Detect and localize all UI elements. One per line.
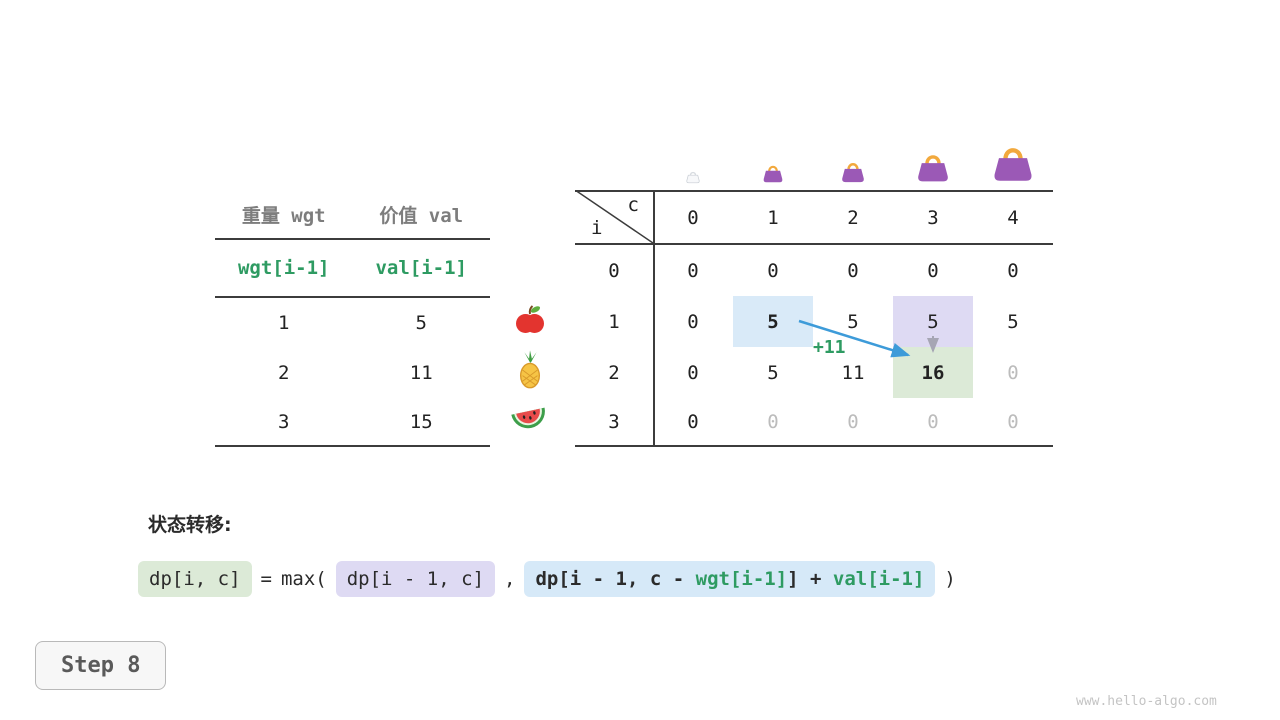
state-transition-formula: dp[i, c] = max( dp[i - 1, c] , dp[i - 1,…	[138, 561, 956, 597]
state-transition-heading: 状态转移:	[148, 514, 232, 536]
formula-comma: ,	[504, 568, 516, 590]
formula-arg1: dp[i - 1, c]	[335, 561, 496, 597]
bag-icon-capacity-0	[685, 169, 701, 188]
divider	[653, 190, 655, 447]
item-var-label: i	[591, 217, 603, 239]
bag-icon-capacity-1	[761, 163, 785, 188]
dp-row-header: 1	[608, 310, 620, 333]
dp-col-header: 1	[767, 206, 779, 229]
dp-corner-cell: c i	[575, 192, 653, 243]
divider	[575, 445, 1053, 447]
bag-icon-capacity-3	[914, 151, 952, 188]
item-value: 15	[409, 410, 433, 433]
corner-diagonal-line	[575, 190, 653, 243]
plus-value-annotation: +11	[813, 337, 846, 358]
dp-cell: 11	[841, 361, 865, 384]
divider	[575, 190, 1053, 192]
dp-cell: 0	[927, 410, 939, 433]
dp-cell: 5	[767, 361, 779, 384]
dp-cell: 0	[687, 361, 699, 384]
dp-row-header: 3	[608, 410, 620, 433]
dp-cell: 0	[1007, 361, 1019, 384]
divider	[215, 296, 490, 298]
dp-cell: 0	[1007, 410, 1019, 433]
dp-col-header: 0	[687, 206, 699, 229]
formula-max-open: max(	[280, 568, 327, 590]
item-weight: 3	[278, 410, 290, 433]
dp-table-header: c i 0 1 2 3 4	[575, 192, 1053, 243]
dp-col-header: 4	[1007, 206, 1019, 229]
pineapple-icon	[516, 350, 544, 394]
items-table-row: 1 5	[215, 298, 490, 348]
item-value: 11	[409, 362, 433, 384]
item-weight: 1	[278, 312, 290, 334]
watermelon-icon	[508, 402, 551, 439]
item-value: 5	[415, 312, 427, 334]
formula-equals: =	[260, 568, 272, 590]
items-table-row: 2 11	[215, 348, 490, 398]
formula-arg2-prefix: dp[i - 1, c -	[535, 568, 696, 590]
formula-arg2-val: val[i-1]	[832, 568, 925, 590]
dp-table: c i 0 1 2 3 4 0 0 0 0 0 0 1 0 5 5 5 5 2	[575, 190, 1053, 447]
dp-cell: 0	[687, 310, 699, 333]
formula-lhs: dp[i, c]	[138, 561, 252, 597]
divider	[575, 243, 1053, 245]
dp-cell: 0	[847, 259, 859, 282]
bag-icon-capacity-4	[989, 143, 1037, 188]
dp-cell: 0	[687, 259, 699, 282]
dp-cell: 5	[1007, 310, 1019, 333]
val-var-label: val[i-1]	[375, 257, 467, 279]
bag-icon-capacity-2	[839, 160, 867, 188]
items-table-row: 3 15	[215, 398, 490, 445]
formula-arg2-mid: ] +	[787, 568, 833, 590]
dp-cell: 0	[847, 410, 859, 433]
capacity-var-label: c	[627, 194, 639, 216]
formula-close-paren: )	[944, 568, 956, 590]
dp-cell: 0	[687, 410, 699, 433]
formula-arg2-wgt: wgt[i-1]	[695, 568, 788, 590]
step-indicator: Step 8	[35, 641, 167, 690]
dp-col-header: 3	[927, 206, 939, 229]
dp-col-header: 2	[847, 206, 859, 229]
dp-cell-above-highlight: 5	[893, 296, 973, 347]
items-table: 重量 wgt 价值 val wgt[i-1] val[i-1] 1 5 2 11…	[215, 190, 490, 447]
dp-cell-current-highlight: 16	[893, 347, 973, 398]
wgt-var-label: wgt[i-1]	[237, 257, 330, 279]
formula-arg2: dp[i - 1, c - wgt[i-1]] + val[i-1]	[524, 561, 936, 597]
weight-column-header: 重量 wgt	[241, 204, 326, 227]
watermark: www.hello-algo.com	[1076, 694, 1217, 709]
dp-row-header: 2	[608, 361, 620, 384]
dp-row-header: 0	[608, 259, 620, 282]
dp-cell-source-highlight: 5	[733, 296, 813, 347]
dp-cell: 0	[767, 259, 779, 282]
item-weight: 2	[278, 362, 290, 384]
dp-cell: 0	[767, 410, 779, 433]
value-column-header: 价值 val	[379, 204, 464, 227]
apple-icon	[514, 304, 546, 340]
dp-cell: 0	[1007, 259, 1019, 282]
divider	[215, 238, 490, 240]
items-table-header: 重量 wgt 价值 val	[215, 190, 490, 238]
items-table-var-row: wgt[i-1] val[i-1]	[215, 240, 490, 296]
divider	[215, 445, 490, 447]
dp-cell: 0	[927, 259, 939, 282]
